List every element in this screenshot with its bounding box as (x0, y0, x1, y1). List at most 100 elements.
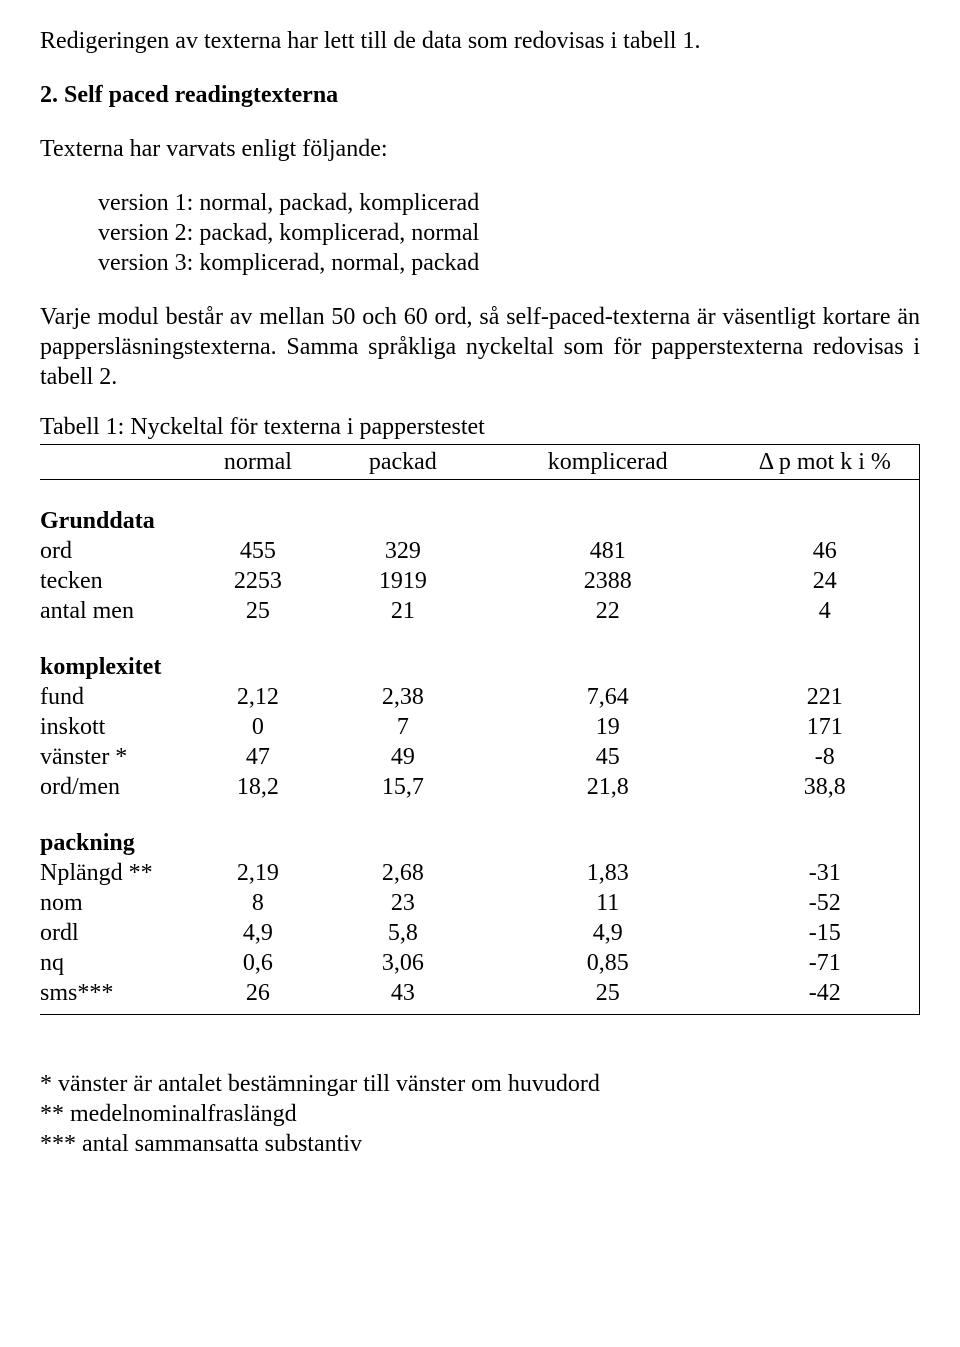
footnote-3: *** antal sammansatta substantiv (40, 1129, 920, 1159)
table-cell: 38,8 (735, 772, 920, 802)
table-cell: 25 (195, 596, 325, 626)
table-cell: 455 (195, 536, 325, 566)
table-row-label: antal men (40, 596, 195, 626)
table-row: vänster *474945-8 (40, 742, 920, 772)
table-cell: 2388 (485, 566, 735, 596)
table-cell: 2,19 (195, 858, 325, 888)
table-cell-blank (485, 480, 735, 537)
table-cell: 22 (485, 596, 735, 626)
table-cell: 26 (195, 978, 325, 1015)
table-cell: -52 (735, 888, 920, 918)
table-row: ord45532948146 (40, 536, 920, 566)
table-cell: 2,68 (325, 858, 485, 888)
table-cell-blank (325, 802, 485, 858)
table-cell-blank (735, 480, 920, 537)
paragraph-intro: Redigeringen av texterna har lett till d… (40, 26, 920, 56)
table-row: inskott0719171 (40, 712, 920, 742)
table-caption: Tabell 1: Nyckeltal för texterna i pappe… (40, 412, 920, 442)
table-cell-blank (325, 626, 485, 682)
table-cell: 8 (195, 888, 325, 918)
table-cell: -8 (735, 742, 920, 772)
table-cell: 481 (485, 536, 735, 566)
table-body: Grunddataord45532948146tecken22531919238… (40, 480, 920, 1015)
table-row-label: inskott (40, 712, 195, 742)
version-list: version 1: normal, packad, komplicerad v… (40, 188, 920, 278)
table-cell-blank (485, 626, 735, 682)
document-page: Redigeringen av texterna har lett till d… (0, 0, 960, 1347)
table-row: Nplängd **2,192,681,83-31 (40, 858, 920, 888)
table-cell: 2253 (195, 566, 325, 596)
table-cell: 1,83 (485, 858, 735, 888)
table-row-label: tecken (40, 566, 195, 596)
table-section-title: komplexitet (40, 626, 195, 682)
table-row-label: nom (40, 888, 195, 918)
table-cell: 47 (195, 742, 325, 772)
table-cell: -71 (735, 948, 920, 978)
table-row: sms***264325-42 (40, 978, 920, 1015)
table-cell-blank (485, 802, 735, 858)
table-row-label: vänster * (40, 742, 195, 772)
table-cell: 7,64 (485, 682, 735, 712)
table-cell-blank (735, 802, 920, 858)
table-cell: 43 (325, 978, 485, 1015)
table-row: antal men2521224 (40, 596, 920, 626)
version-line-3: version 3: komplicerad, normal, packad (98, 248, 920, 278)
table-cell: 7 (325, 712, 485, 742)
table-row: nq0,63,060,85-71 (40, 948, 920, 978)
table-cell: 4,9 (195, 918, 325, 948)
table-cell-blank (195, 626, 325, 682)
table-cell: 18,2 (195, 772, 325, 802)
table-cell-blank (195, 802, 325, 858)
table-cell: 45 (485, 742, 735, 772)
table-row-label: ordl (40, 918, 195, 948)
table-row: nom82311-52 (40, 888, 920, 918)
table-cell: 21 (325, 596, 485, 626)
table-section-title: Grunddata (40, 480, 195, 537)
table-header-packad: packad (325, 445, 485, 480)
table-row-label: Nplängd ** (40, 858, 195, 888)
table-cell: 171 (735, 712, 920, 742)
footnotes: * vänster är antalet bestämningar till v… (40, 1069, 920, 1159)
table-cell: 21,8 (485, 772, 735, 802)
table-cell: 5,8 (325, 918, 485, 948)
table-row: tecken22531919238824 (40, 566, 920, 596)
version-line-1: version 1: normal, packad, komplicerad (98, 188, 920, 218)
table-cell: 1919 (325, 566, 485, 596)
table-section-header: komplexitet (40, 626, 920, 682)
table-row-label: ord (40, 536, 195, 566)
table-cell: 49 (325, 742, 485, 772)
table-section-header: Grunddata (40, 480, 920, 537)
table-cell: 23 (325, 888, 485, 918)
table-cell: 2,12 (195, 682, 325, 712)
table-cell: 2,38 (325, 682, 485, 712)
table-cell: 11 (485, 888, 735, 918)
table-cell: 3,06 (325, 948, 485, 978)
table-cell: 46 (735, 536, 920, 566)
version-line-2: version 2: packad, komplicerad, normal (98, 218, 920, 248)
table-cell-blank (735, 626, 920, 682)
table-row: fund2,122,387,64221 (40, 682, 920, 712)
table-row-label: sms*** (40, 978, 195, 1015)
footnote-2: ** medelnominalfraslängd (40, 1099, 920, 1129)
table-section-title: packning (40, 802, 195, 858)
table-row-label: fund (40, 682, 195, 712)
table-header-komplicerad: komplicerad (485, 445, 735, 480)
section-heading: 2. Self paced readingtexterna (40, 80, 920, 110)
table-cell: 4 (735, 596, 920, 626)
table-cell: -31 (735, 858, 920, 888)
table-cell: 0,6 (195, 948, 325, 978)
table-row-label: ord/men (40, 772, 195, 802)
data-table: normal packad komplicerad Δ p mot k i % … (40, 444, 920, 1015)
table-cell: 24 (735, 566, 920, 596)
table-cell-blank (195, 480, 325, 537)
paragraph-versions-lead: Texterna har varvats enligt följande: (40, 134, 920, 164)
paragraph-body: Varje modul består av mellan 50 och 60 o… (40, 302, 920, 392)
table-cell: 221 (735, 682, 920, 712)
table-row: ord/men18,215,721,838,8 (40, 772, 920, 802)
table-row-label: nq (40, 948, 195, 978)
table-cell: 329 (325, 536, 485, 566)
table-cell: 0 (195, 712, 325, 742)
table-cell: -15 (735, 918, 920, 948)
table-cell: 4,9 (485, 918, 735, 948)
table-header-blank (40, 445, 195, 480)
